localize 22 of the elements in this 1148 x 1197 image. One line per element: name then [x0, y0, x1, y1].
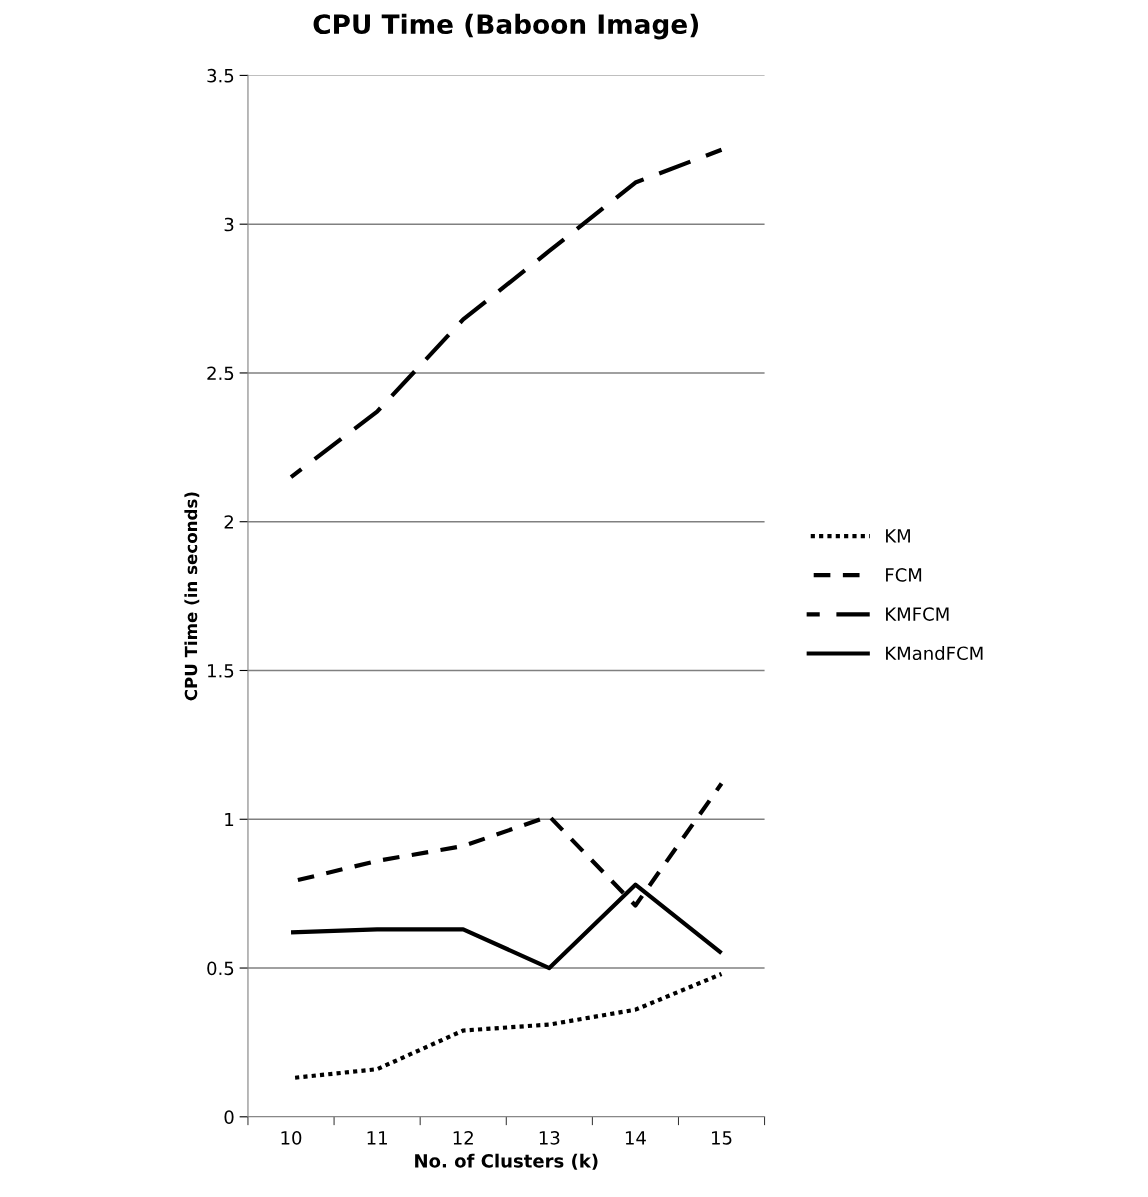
x-tick-label: 10: [281, 1131, 302, 1145]
x-tick-label: 12: [453, 1131, 473, 1145]
legend-label: KMFCM: [886, 607, 949, 621]
chart-title: CPU Time (Baboon Image): [313, 13, 699, 40]
y-tick-label: 1.5: [208, 664, 234, 678]
x-tick-label: 11: [367, 1131, 387, 1145]
y-tick-label: 0.5: [207, 961, 234, 976]
y-tick-label: 3: [224, 217, 234, 232]
legend-label: KMandFCM: [886, 646, 983, 661]
y-tick-label: 2.5: [207, 366, 234, 381]
line-series: [288, 147, 724, 480]
x-tick-label: 13: [539, 1131, 560, 1145]
legend-label: KM: [886, 529, 910, 543]
y-tick-label: 1: [225, 812, 234, 827]
y-axis-title: CPU Time (in seconds): [184, 492, 200, 701]
x-axis-title: No. of Clusters (k): [415, 1153, 598, 1170]
y-tick-label: 3.5: [207, 68, 234, 83]
y-tick-label: 2: [224, 515, 233, 529]
x-tick-label: 15: [712, 1131, 732, 1145]
x-tick-label: 14: [625, 1131, 646, 1145]
y-tick-label: 0: [224, 1110, 234, 1124]
legend-label: FCM: [886, 568, 922, 582]
